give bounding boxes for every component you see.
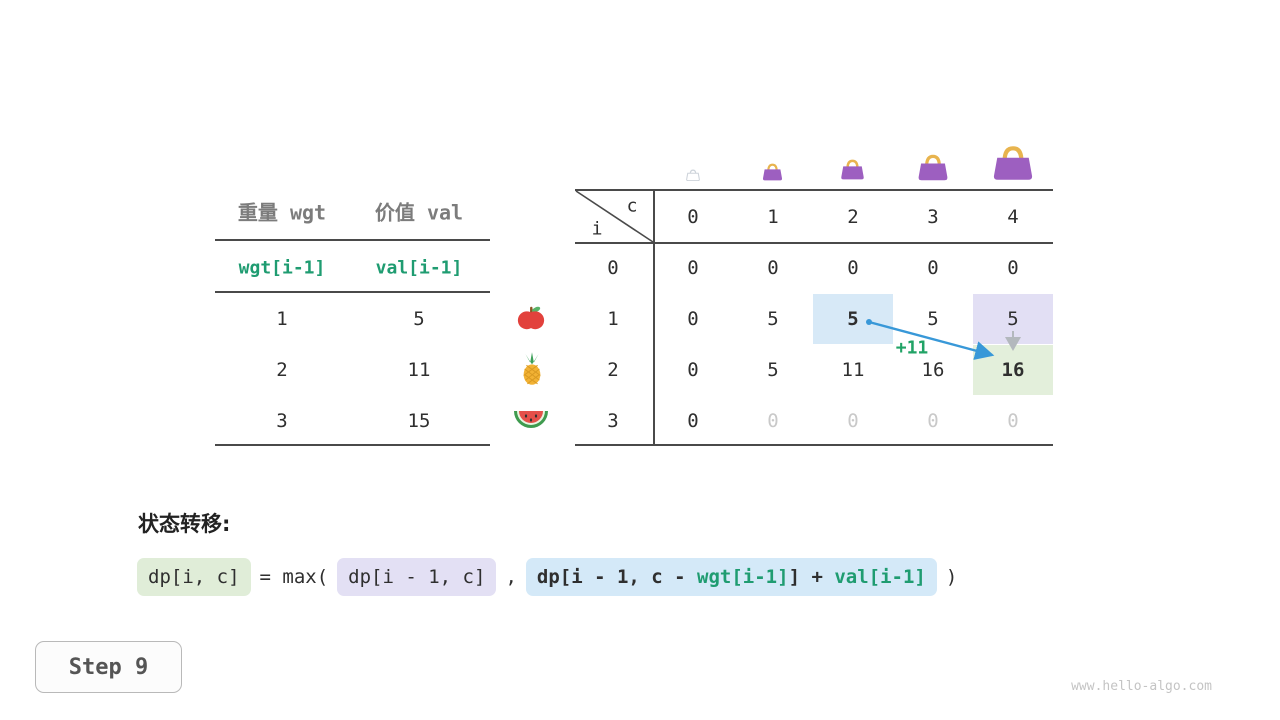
- dp-col-header-4: 4: [1007, 206, 1019, 228]
- formula-part-green: val[i-1]: [834, 566, 926, 588]
- item-val-0: 5: [413, 308, 425, 330]
- formula-comma: ,: [505, 566, 517, 588]
- dp-corner-row-label: i: [591, 218, 603, 240]
- dp-cell-2-2: 11: [841, 359, 865, 381]
- items-table-rule-mid: [215, 291, 490, 293]
- dp-cell-3-3: 0: [927, 410, 939, 432]
- items-formula-wgt: wgt[i-1]: [238, 257, 326, 279]
- dp-cell-3-0: 0: [687, 410, 699, 432]
- dp-cell-2-0: 0: [687, 359, 699, 381]
- dp-cell-2-4: 16: [1001, 359, 1025, 381]
- dp-cell-3-2: 0: [847, 410, 859, 432]
- item-wgt-1: 2: [276, 359, 288, 381]
- items-formula-val: val[i-1]: [375, 257, 463, 279]
- dp-corner-col-label: c: [626, 195, 638, 217]
- dp-col-header-0: 0: [687, 206, 699, 228]
- dp-table-rule-header: [575, 242, 1053, 244]
- item-val-1: 11: [407, 359, 431, 381]
- dp-cell-0-2: 0: [847, 257, 859, 279]
- corner-diagonal-line: [575, 190, 654, 243]
- dp-cell-1-2: 5: [847, 308, 859, 330]
- dp-table-rule-bottom: [575, 444, 1053, 446]
- bag-icon-capacity-1: [762, 163, 783, 181]
- bag-icon-capacity-0: [686, 169, 700, 182]
- bag-icon-capacity-4: [992, 145, 1034, 181]
- watermark: www.hello-algo.com: [1071, 679, 1212, 694]
- transition-title: 状态转移:: [138, 512, 231, 536]
- arrow-value-label: +11: [895, 337, 929, 359]
- dp-cell-1-4: 5: [1007, 308, 1019, 330]
- dp-cell-2-1: 5: [767, 359, 779, 381]
- formula-part-green: wgt[i-1]: [697, 566, 789, 588]
- dp-col-header-3: 3: [927, 206, 939, 228]
- dp-cell-0-3: 0: [927, 257, 939, 279]
- dp-cell-1-1: 5: [767, 308, 779, 330]
- formula-dp-current: dp[i, c]: [137, 558, 251, 596]
- dp-cell-0-4: 0: [1007, 257, 1019, 279]
- dp-cell-1-3: 5: [927, 308, 939, 330]
- items-table-rule-bottom: [215, 444, 490, 446]
- formula-close-paren: ): [945, 566, 958, 588]
- item-val-2: 15: [407, 410, 431, 432]
- bag-icon-capacity-2: [840, 159, 865, 180]
- dp-row-header-0: 0: [607, 257, 619, 279]
- dp-cell-1-0: 0: [687, 308, 699, 330]
- watermelon-icon: [513, 409, 549, 431]
- dp-table-rule-vertical: [653, 189, 655, 446]
- formula-dp-skip: dp[i - 1, c]: [337, 558, 497, 596]
- dp-cell-0-0: 0: [687, 257, 699, 279]
- formula-dp-take: dp[i - 1, c - wgt[i-1]] + val[i-1]: [525, 558, 937, 596]
- item-wgt-2: 3: [276, 410, 288, 432]
- items-table-rule-top: [215, 239, 490, 241]
- dp-cell-3-4: 0: [1007, 410, 1019, 432]
- formula-equals-max: = max(: [259, 566, 329, 588]
- dp-cell-2-3: 16: [921, 359, 945, 381]
- apple-icon: [516, 302, 546, 332]
- dp-cell-0-1: 0: [767, 257, 779, 279]
- step-badge: Step 9: [35, 641, 182, 693]
- dp-table-rule-top: [575, 189, 1053, 191]
- bag-icon-capacity-3: [917, 154, 949, 181]
- item-wgt-0: 1: [276, 308, 288, 330]
- dp-row-header-2: 2: [607, 359, 619, 381]
- dp-row-header-1: 1: [607, 308, 619, 330]
- formula-part-dark: dp[i - 1, c -: [536, 566, 698, 588]
- pineapple-icon: [519, 352, 545, 386]
- formula-part-dark: ] +: [788, 566, 835, 588]
- transition-formula: dp[i, c] = max( dp[i - 1, c] , dp[i - 1,…: [137, 558, 957, 596]
- dp-col-header-1: 1: [767, 206, 779, 228]
- items-header-val: 价值 val: [374, 200, 464, 225]
- dp-col-header-2: 2: [847, 206, 859, 228]
- dp-row-header-3: 3: [607, 410, 619, 432]
- dp-cell-3-1: 0: [767, 410, 779, 432]
- items-header-wgt: 重量 wgt: [237, 200, 327, 225]
